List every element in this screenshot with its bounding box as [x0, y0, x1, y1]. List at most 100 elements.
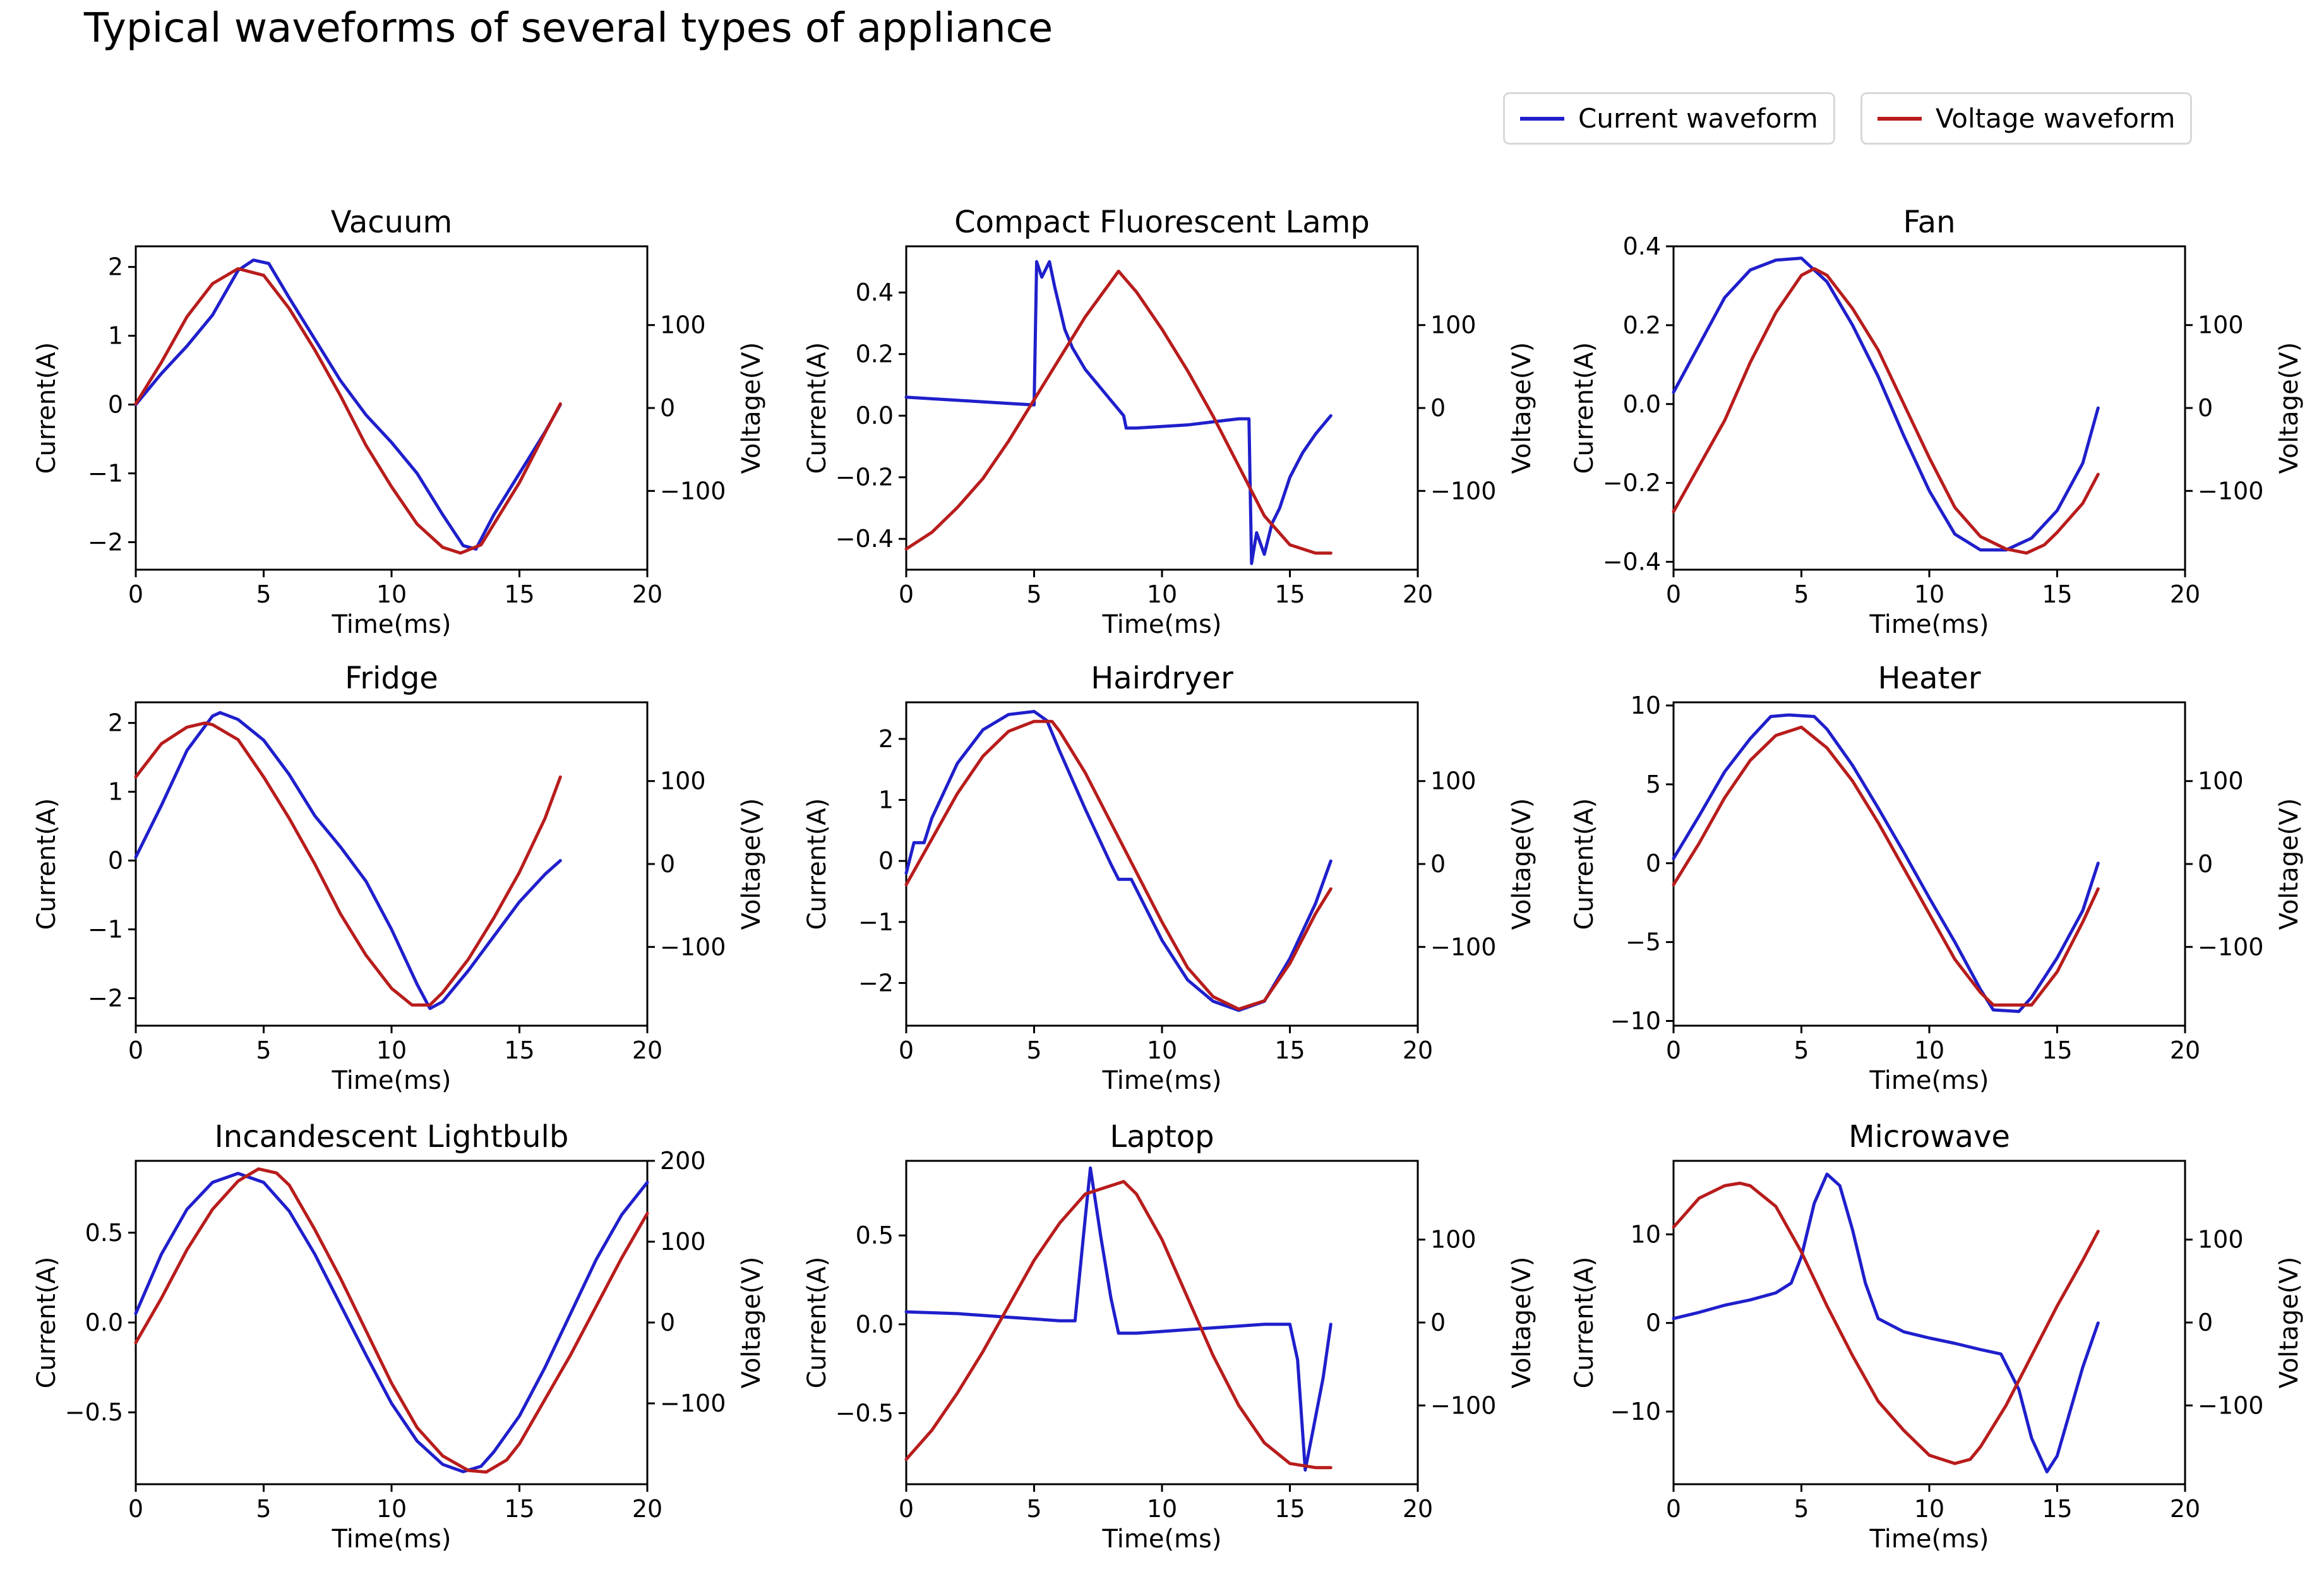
y2-tick-label: 200: [660, 1147, 706, 1175]
y-tick-label: −0.5: [65, 1398, 123, 1426]
subplot-title: Hairdryer: [1091, 661, 1233, 696]
axes-frame: [1672, 1160, 2186, 1485]
y2-tick-label: −100: [1430, 1391, 1496, 1419]
x-tick-label: 5: [1794, 580, 1809, 608]
subplot-fan: Fan 0 5 10 15 20 Time(ms) −0.4 −0.2 0.0 0.2 0.4 Curr…: [1570, 205, 2304, 639]
x-tick-label: 15: [504, 580, 534, 608]
y-tick-label: 0.4: [856, 279, 894, 306]
y2-tick-label: 0: [1430, 850, 1446, 878]
y2-axis-label: Voltage(V): [1507, 798, 1536, 930]
x-tick-label: 20: [2170, 1495, 2200, 1523]
y2-tick-label: 100: [1430, 1226, 1476, 1254]
y2-tick-label: −100: [2198, 477, 2263, 505]
x-tick-label: 20: [632, 1036, 662, 1064]
x-tick-label: 20: [2170, 580, 2200, 608]
legend-label-current: Current waveform: [1578, 103, 1818, 134]
y2-tick-label: −100: [2198, 933, 2263, 961]
y-tick-label: 0: [108, 391, 123, 419]
x-tick-label: 0: [128, 580, 143, 608]
y-tick-label: 0.0: [856, 402, 894, 429]
subplot-title: Fridge: [345, 661, 438, 696]
legend-line-voltage: [1877, 116, 1922, 121]
y-tick-label: −2: [88, 984, 123, 1012]
y2-tick-label: 0: [660, 1309, 675, 1336]
subplot-title: Microwave: [1848, 1119, 2010, 1155]
subplot-hairdryer: Hairdryer 0 5 10 15 20 Time(ms) −2 −1 0 1 2 Current(…: [803, 661, 1536, 1095]
y2-tick-label: 0: [1430, 394, 1446, 422]
x-tick-label: 10: [1914, 1036, 1944, 1064]
x-tick-label: 20: [1403, 1495, 1433, 1523]
voltage-series-line: [904, 719, 1333, 1011]
x-tick-label: 15: [1274, 580, 1305, 608]
current-series-line: [904, 260, 1333, 565]
y-tick-label: −10: [1610, 1007, 1661, 1035]
voltage-series-line: [1672, 267, 2100, 555]
y2-tick-label: −100: [1430, 477, 1496, 505]
axes-frame: [135, 245, 649, 571]
y2-tick-label: 100: [2198, 767, 2244, 795]
voltage-series-line: [904, 269, 1333, 555]
subplot-laptop: Laptop 0 5 10 15 20 Time(ms) −0.5 0.0 0.5 Current(…: [803, 1119, 1536, 1554]
x-axis-label: Time(ms): [1869, 1525, 1989, 1554]
x-tick-label: 15: [2042, 1495, 2072, 1523]
x-tick-label: 10: [376, 580, 407, 608]
current-series-line: [904, 710, 1333, 1012]
current-series-line: [904, 1166, 1333, 1472]
y2-tick-label: −100: [1430, 933, 1496, 961]
y-tick-label: 0: [108, 847, 123, 875]
x-tick-label: 20: [632, 580, 662, 608]
subplot-title: Laptop: [1110, 1119, 1214, 1155]
y2-axis-label: Voltage(V): [2275, 342, 2304, 474]
x-tick-label: 10: [1914, 580, 1944, 608]
legend-item-voltage: Voltage waveform: [1860, 92, 2193, 145]
y-tick-label: 0.2: [856, 340, 894, 368]
y-tick-label: −1: [858, 908, 894, 936]
y-tick-label: 0.5: [85, 1219, 123, 1247]
legend-item-current: Current waveform: [1503, 92, 1835, 145]
x-tick-label: 15: [504, 1495, 534, 1523]
axes-frame: [905, 245, 1419, 571]
current-series-line: [1672, 713, 2100, 1013]
x-tick-label: 10: [1147, 580, 1177, 608]
y2-axis-label: Voltage(V): [1507, 342, 1536, 474]
y2-tick-label: 0: [660, 850, 675, 878]
y2-tick-label: 0: [2198, 850, 2213, 878]
voltage-series-line: [134, 1167, 649, 1474]
x-tick-label: 0: [1666, 1036, 1681, 1064]
x-axis-label: Time(ms): [1869, 610, 1989, 639]
x-tick-label: 10: [1914, 1495, 1944, 1523]
y2-tick-label: 100: [660, 1228, 706, 1256]
y2-tick-label: −100: [660, 933, 726, 961]
axes-frame: [905, 1160, 1419, 1485]
subplot-title: Compact Fluorescent Lamp: [954, 205, 1370, 240]
x-tick-label: 0: [899, 1036, 914, 1064]
x-tick-label: 10: [376, 1036, 407, 1064]
x-tick-label: 0: [899, 580, 914, 608]
y2-tick-label: 100: [660, 311, 706, 339]
subplot-title: Heater: [1878, 661, 1980, 696]
x-tick-label: 10: [376, 1495, 407, 1523]
voltage-series-line: [134, 721, 562, 1007]
y-tick-label: 1: [108, 322, 123, 350]
y-tick-label: 0.0: [1623, 390, 1661, 418]
x-tick-label: 5: [256, 1495, 271, 1523]
y-tick-label: 5: [1646, 771, 1661, 798]
subplot-fridge: Fridge 0 5 10 15 20 Time(ms) −2 −1 0 1 2 Current(A) −…: [32, 661, 766, 1095]
y-axis-label: Current(A): [32, 342, 61, 474]
voltage-series-line: [134, 267, 562, 555]
current-series-line: [1672, 256, 2100, 552]
y-axis-label: Current(A): [803, 1257, 832, 1389]
axes-frame: [905, 701, 1419, 1027]
y-tick-label: 1: [878, 786, 894, 814]
x-axis-label: Time(ms): [332, 1525, 452, 1554]
y-tick-label: −1: [88, 459, 123, 487]
legend: Current waveform Voltage waveform: [1503, 92, 2193, 145]
y-axis-label: Current(A): [32, 798, 61, 930]
axes-frame: [135, 701, 649, 1027]
y2-axis-label: Voltage(V): [737, 1257, 766, 1389]
x-tick-label: 15: [1274, 1036, 1305, 1064]
x-tick-label: 5: [1026, 580, 1041, 608]
y-axis-label: Current(A): [803, 798, 832, 930]
y-tick-label: 10: [1631, 692, 1661, 719]
